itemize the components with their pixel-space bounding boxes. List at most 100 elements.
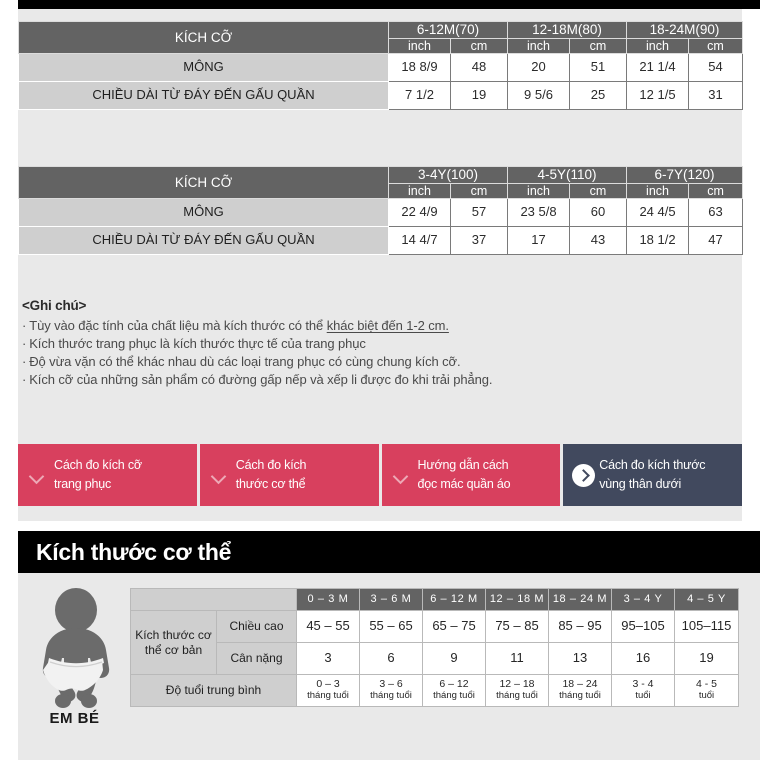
age-header: 6 – 12 M (422, 588, 486, 611)
measure-value: 14 4/7 (388, 225, 451, 255)
age-unit: tháng tuổi (370, 690, 412, 702)
body-measure-value: 16 (611, 642, 675, 675)
measure-label: CHIỀU DÀI TỪ ĐÁY ĐẾN GẤU QUẦN (18, 225, 389, 255)
measure-value: 31 (688, 80, 743, 110)
body-measure-value: 13 (548, 642, 612, 675)
note-line: · Kích thước trang phục là kích thước thự… (18, 334, 742, 352)
unit-header: cm (450, 37, 508, 54)
body-measure-group-label: Kích thước cơ thể cơ bản (130, 610, 217, 675)
age-header: 3 – 6 M (359, 588, 423, 611)
top-black-bar (18, 0, 760, 9)
measure-value: 48 (450, 52, 508, 82)
table-row: MÔNG 18 8/9 48 20 51 21 1/4 54 (18, 52, 743, 82)
age-unit: tuổi (635, 690, 651, 702)
note-text: Tùy vào đặc tính của chất liệu mà kích t… (29, 317, 327, 333)
label-line-1: Cách đo kích thước (599, 458, 706, 473)
guide-button-garment-measure[interactable]: Cách đo kích cỡ trang phục (18, 444, 197, 506)
table-row: MÔNG 22 4/9 57 23 5/8 60 24 4/5 63 (18, 197, 744, 227)
body-measure-value: 45 – 55 (296, 610, 360, 643)
baby-figure: EM BÉ (22, 588, 127, 743)
measure-value: 9 5/6 (507, 80, 570, 110)
table-row: KÍCH CỠ 3-4Y(100) 4-5Y(110) 6-7Y(120) (18, 166, 744, 199)
label-line-2: vùng thân dưới (599, 477, 682, 491)
unit-header: cm (569, 182, 628, 199)
body-size-section-header: Kích thước cơ thể (18, 531, 760, 573)
guide-button-body-measure[interactable]: Cách đo kích thước cơ thể (199, 444, 379, 506)
measure-value: 60 (569, 197, 628, 227)
body-measure-value: 65 – 75 (422, 610, 486, 643)
unit-header: inch (626, 37, 689, 54)
measure-value: 18 1/2 (626, 225, 690, 255)
measure-value: 19 (450, 80, 508, 110)
note-text: Kích thước trang phục là kích thước thực… (29, 335, 366, 351)
average-age-value: 12 – 18 tháng tuổi (485, 674, 549, 707)
body-measure-value: 6 (359, 642, 423, 675)
label-line-1: Cách đo kích (235, 458, 307, 473)
measure-value: 24 4/5 (626, 197, 690, 227)
age-range: 18 – 24 (562, 678, 598, 691)
measure-value: 25 (569, 80, 627, 110)
table-row: KÍCH CỠ 6-12M(70) 12-18M(80) 18-24M(90) (18, 21, 743, 54)
age-range: 3 - 4 (632, 678, 654, 691)
age-header: 0 – 3 M (296, 588, 360, 611)
measure-value: 20 (507, 52, 570, 82)
age-range: 0 – 3 (316, 678, 340, 691)
measure-value: 17 (507, 225, 571, 255)
size-group-header: 3-4Y(100) (387, 166, 509, 184)
guide-button-label: Cách đo kích cỡ trang phục (54, 456, 142, 494)
size-group-header: 12-18M(80) (507, 21, 627, 39)
guide-button-row: Cách đo kích cỡ trang phục Cách đo kích … (18, 444, 742, 506)
age-unit: tháng tuổi (559, 690, 601, 702)
body-measure-value: 105–115 (674, 610, 739, 643)
average-age-label: Độ tuổi trung bình (130, 674, 297, 707)
measure-value: 63 (688, 197, 744, 227)
measure-value: 54 (688, 52, 743, 82)
age-header: 18 – 24 M (548, 588, 612, 611)
unit-header: cm (688, 182, 744, 199)
age-header: 12 – 18 M (485, 588, 549, 611)
table-row: CHIỀU DÀI TỪ ĐÁY ĐẾN GẤU QUẦN 7 1/2 19 9… (18, 80, 743, 110)
bullet-glyph: · (22, 353, 27, 369)
unit-header: cm (569, 37, 627, 54)
measure-value: 21 1/4 (626, 52, 689, 82)
note-line: · Tùy vào đặc tính của chất liệu mà kích … (18, 316, 742, 334)
measure-label: MÔNG (18, 52, 389, 82)
size-group-header: 6-7Y(120) (626, 166, 744, 184)
label-line-2: trang phục (54, 477, 112, 491)
age-header: 4 – 5 Y (674, 588, 739, 611)
body-measure-value: 55 – 65 (359, 610, 423, 643)
body-size-table: 0 – 3 M 3 – 6 M 6 – 12 M 12 – 18 M 18 – … (130, 588, 739, 707)
average-age-value: 4 - 5 tuổi (674, 674, 739, 707)
guide-button-label: Cách đo kích thước cơ thể (236, 456, 307, 494)
measure-label: MÔNG (18, 197, 389, 227)
note-line: · Kích cỡ của những sản phẩm có đường gấp… (18, 370, 742, 388)
table-row: 0 – 3 M 3 – 6 M 6 – 12 M 12 – 18 M 18 – … (130, 588, 739, 611)
label-line-2: thước cơ thể (235, 477, 306, 491)
unit-header: cm (449, 182, 509, 199)
label-line-1: Hướng dẫn cách (417, 458, 509, 473)
age-header: 3 – 4 Y (611, 588, 675, 611)
body-measure-value: 9 (422, 642, 486, 675)
body-measure-value: 85 – 95 (548, 610, 612, 643)
baby-figure-label: EM BÉ (49, 710, 100, 727)
section-title: Kích thước cơ thể (36, 538, 232, 565)
size-group-header: 6-12M(70) (388, 21, 508, 39)
age-range: 12 – 18 (499, 678, 535, 691)
measure-value: 37 (449, 225, 509, 255)
age-range: 6 – 12 (439, 678, 469, 691)
body-measure-label: Cân nặng (216, 642, 297, 675)
size-group-header: 18-24M(90) (626, 21, 743, 39)
unit-header: inch (626, 182, 690, 199)
measure-value: 47 (688, 225, 744, 255)
chevron-right-circle-icon (572, 464, 596, 487)
notes-title: <Ghi chú> (22, 298, 87, 313)
bullet-glyph: · (22, 371, 27, 387)
body-measure-value: 3 (296, 642, 360, 675)
chevron-down-icon (392, 468, 408, 485)
age-unit: tháng tuổi (433, 690, 475, 702)
average-age-value: 0 – 3 tháng tuổi (296, 674, 360, 707)
guide-button-lower-body-measure[interactable]: Cách đo kích thước vùng thân dưới (563, 444, 742, 506)
guide-button-read-label[interactable]: Hướng dẫn cách đọc mác quần áo (381, 444, 561, 506)
size-label-cell: KÍCH CỠ (18, 21, 389, 54)
table-row: inch cm inch cm inch cm (19, 37, 743, 54)
